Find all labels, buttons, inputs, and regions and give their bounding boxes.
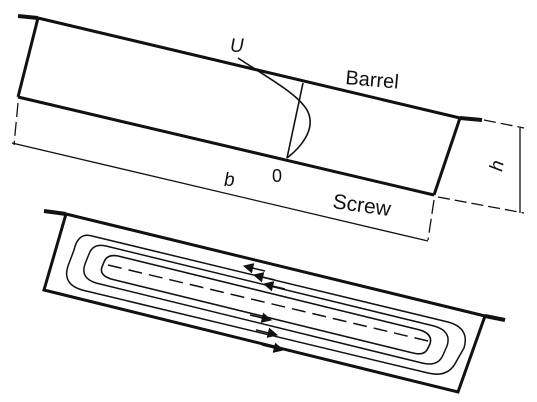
arrowhead-icon [242,263,266,274]
lower-barrel-stub-left [43,209,67,216]
velocity-profile-curve [237,57,311,159]
arrowhead-icon [255,327,279,338]
lower-barrel-line [65,212,486,318]
right-flight-wall [432,117,462,196]
circulation-center-line [107,264,429,342]
width-label: b [224,170,235,191]
width-extension-right [427,199,435,241]
velocity-label: U [230,36,244,57]
height-extension-top [483,119,525,129]
barrel-stub-left [17,14,39,20]
width-dimension-line [11,142,429,242]
left-flight-wall [16,17,40,98]
width-extension-left [13,102,19,146]
origin-label: 0 [272,166,282,186]
arrowhead-icon [252,272,276,283]
circulation-loop-middle [83,244,449,365]
lower-channel-figure [42,209,506,394]
arrowhead-icon [261,342,285,353]
lower-barrel-stub-right [484,314,506,322]
height-extension-bottom [437,196,525,214]
arrowhead-icon [249,312,273,323]
barrel-wall [37,16,461,120]
screw-root [17,95,435,197]
profile-reference-line [286,82,304,159]
upper-channel-figure: U Barrel 0 Screw b h [11,14,525,242]
screw-label: Screw [331,190,393,221]
circulation-loop-outer [65,234,466,375]
lower-channel-outline [42,213,487,394]
barrel-label: Barrel [345,67,400,94]
barrel-stub-right [459,116,483,122]
height-label: h [486,159,509,173]
circulation-loop-inner [100,254,432,355]
arrowhead-icon [262,281,286,292]
